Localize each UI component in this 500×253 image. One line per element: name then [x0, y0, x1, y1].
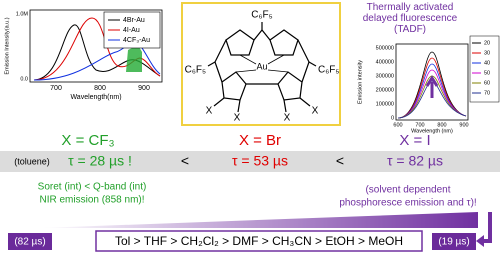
x-tick: 700 [50, 85, 62, 92]
solvent-order: Tol > THF > CH₂Cl₂ > DMF > CH₃CN > EtOH … [115, 234, 403, 248]
column-label: X = I [399, 132, 430, 149]
solvent-note: (toluene) [14, 156, 50, 166]
note-line: Soret (int) < Q-band (int) [38, 182, 147, 193]
ring [277, 71, 303, 101]
left-note: Soret (int) < Q-band (int) NIR emission … [38, 182, 147, 206]
group-label: C₆F₅ [318, 65, 339, 76]
column-label: X = Br [239, 132, 281, 149]
group-label: C₆F₅ [185, 65, 206, 76]
x-label: Wavelength (nm) [411, 128, 453, 134]
legend-entry: 4I-Au [123, 27, 140, 34]
y-tick: 0.0 [20, 76, 28, 82]
start-box [8, 233, 52, 250]
x-tick: 800 [94, 85, 106, 92]
note-line: (solvent dependent [365, 185, 450, 196]
comparator: < [336, 153, 344, 169]
legend-entries: 20 30 40 50 60 70 [472, 40, 490, 96]
legend-entry: 50 [484, 70, 490, 76]
lifetime-band [0, 151, 500, 172]
title-box: Thermally activated delayed fluorescence… [362, 2, 458, 35]
curve [33, 17, 161, 81]
ring [269, 29, 299, 56]
trend-arrow [425, 75, 439, 98]
structure [181, 2, 341, 126]
plot-title: Thermally activated delayed fluorescence… [362, 2, 458, 35]
note-line: NIR emission (858 nm)! [39, 195, 144, 206]
legend-entry: 70 [484, 90, 490, 96]
curve [397, 69, 467, 119]
substituent: X [206, 106, 213, 117]
legend-entry: 4CF₃-Au [123, 37, 150, 44]
end-box [432, 233, 476, 250]
highlight [126, 45, 142, 72]
lifetimes: τ = 28 µs ! < τ = 53 µs < τ = 82 µs [68, 153, 443, 169]
legend-entry: 20 [484, 40, 490, 46]
end-label: (19 µs) [438, 237, 469, 248]
start-label: (82 µs) [14, 237, 45, 248]
y-tick: 400000 [376, 59, 394, 65]
lifetime: τ = 28 µs ! [68, 153, 132, 169]
substituent: X [234, 113, 241, 124]
order-box [95, 230, 423, 252]
plot-frame [29, 9, 163, 83]
y-tick: 500000 [376, 45, 394, 51]
column-label: X = CF₃ [61, 132, 114, 149]
right-note: (solvent dependent phosphoresce emission… [339, 185, 476, 209]
structure-labels: C₆F₅ C₆F₅ C₆F₅ Au X X X X [185, 10, 340, 124]
x-tick: 800 [437, 122, 446, 128]
curve [397, 63, 467, 119]
note-line: phosphoresce emission and τ)! [339, 198, 476, 209]
legend-entry: 4Br-Au [123, 17, 145, 24]
substituent: X [284, 113, 291, 124]
y-label: Emission intensity [357, 60, 363, 104]
column-labels: X = CF₃ X = Br X = I [61, 132, 430, 149]
x-tick: 600 [393, 122, 402, 128]
legend-entry: 60 [484, 80, 490, 86]
substituent: X [312, 106, 319, 117]
x-tick: 700 [415, 122, 424, 128]
bonds [235, 54, 289, 73]
legend-entry: 40 [484, 60, 490, 66]
structure-frame [181, 2, 341, 126]
x-tick: 900 [459, 122, 468, 128]
arrow-head [476, 235, 484, 247]
legend [469, 35, 500, 103]
x-tick: 900 [138, 85, 150, 92]
y-label: Emission Intensity(a.u.) [4, 17, 10, 74]
x-label: Wavelength(nm) [70, 94, 121, 101]
left-plot: Emission Intensity(a.u.) 1.0M 0.0 700 80… [4, 9, 163, 101]
right-plot: Thermally activated delayed fluorescence… [357, 2, 500, 134]
ring [225, 29, 255, 56]
y-tick: 0 [391, 115, 394, 121]
curve [397, 57, 467, 119]
y-tick: 200000 [376, 87, 394, 93]
group-label: C₆F₅ [251, 10, 272, 21]
ring [221, 71, 247, 101]
trend-wedge [40, 212, 478, 228]
lifetime: τ = 82 µs [387, 153, 443, 169]
y-tick: 1.0M [16, 11, 29, 17]
y-tick: 100000 [376, 101, 394, 107]
metal-label: Au [256, 61, 267, 71]
y-tick: 300000 [376, 73, 394, 79]
plot-frame [395, 43, 469, 121]
lifetime: τ = 53 µs [232, 153, 288, 169]
bonds [207, 22, 317, 113]
legend-entry: 30 [484, 50, 490, 56]
comparator: < [181, 153, 189, 169]
arrow [482, 212, 492, 243]
curve [397, 51, 467, 119]
